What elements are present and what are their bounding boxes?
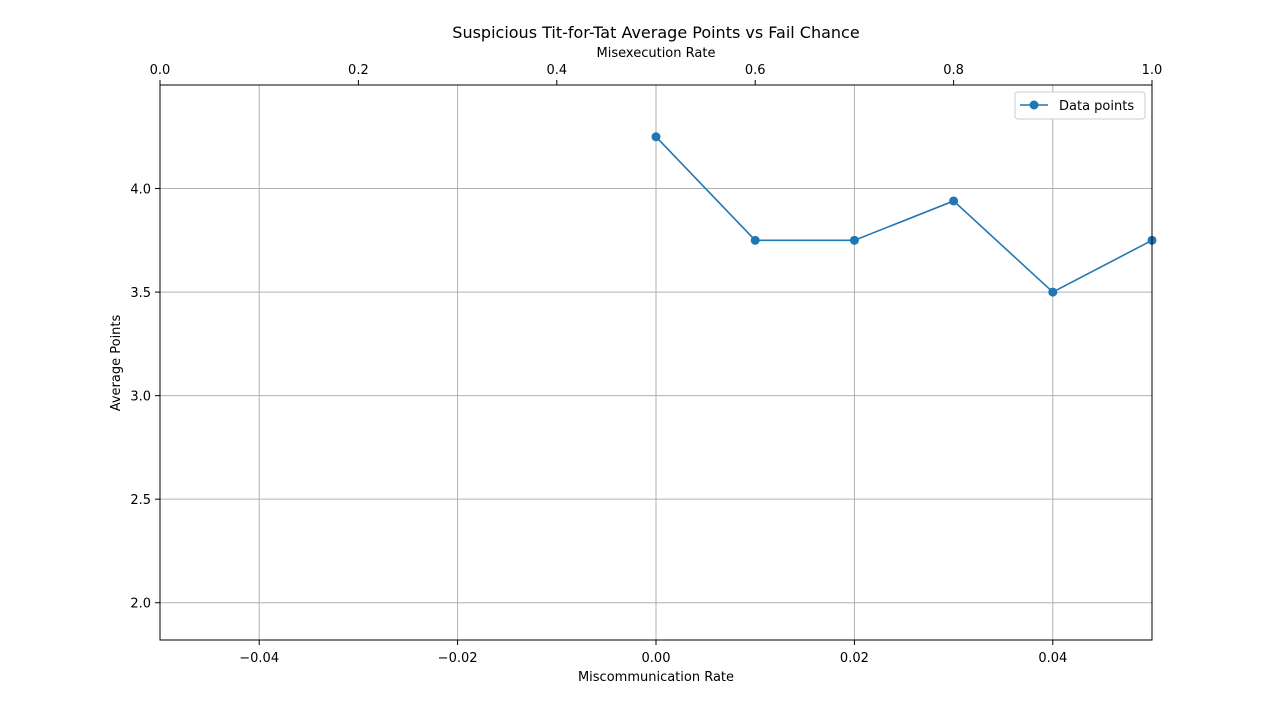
x-tick-label: 0.02	[840, 651, 869, 666]
legend: Data points	[1014, 91, 1146, 120]
y-axis: 2.0 2.5 3.0 3.5 4.0	[130, 183, 160, 612]
x-tick-label: −0.02	[438, 651, 478, 666]
series-line	[655, 136, 1153, 294]
data-point	[750, 235, 760, 245]
data-point	[651, 132, 661, 142]
grid	[160, 85, 1152, 640]
x2-axis-title: Misexecution Rate	[597, 46, 716, 61]
x2-tick-label: 0.2	[348, 63, 369, 78]
x-axis-bottom: −0.04 −0.02 0.00 0.02 0.04	[239, 640, 1067, 666]
chart-title: Suspicious Tit-for-Tat Average Points vs…	[452, 23, 859, 42]
y-axis-title: Average Points	[109, 314, 124, 411]
data-point	[849, 235, 859, 245]
x-axis-top: 0.0 0.2 0.4 0.6 0.8 1.0	[150, 63, 1163, 85]
x2-tick-label: 0.6	[745, 63, 766, 78]
x-tick-label: 0.00	[642, 651, 671, 666]
data-point	[1048, 287, 1058, 297]
y-tick-label: 2.0	[130, 597, 151, 612]
x2-tick-label: 0.4	[546, 63, 567, 78]
x2-tick-label: 0.0	[150, 63, 171, 78]
y-tick-label: 3.0	[130, 390, 151, 405]
x2-tick-label: 1.0	[1142, 63, 1163, 78]
x2-tick-label: 0.8	[943, 63, 964, 78]
x-axis-title: Miscommunication Rate	[578, 670, 734, 685]
x-tick-label: 0.04	[1038, 651, 1067, 666]
data-point	[949, 196, 959, 206]
data-series	[651, 132, 1157, 297]
x-tick-label: −0.04	[239, 651, 279, 666]
legend-label: Data points	[1059, 99, 1134, 114]
legend-marker-sample	[1029, 100, 1039, 110]
y-tick-label: 4.0	[130, 183, 151, 198]
legend-box	[1014, 91, 1146, 120]
y-tick-label: 2.5	[130, 493, 151, 508]
y-tick-label: 3.5	[130, 286, 151, 301]
